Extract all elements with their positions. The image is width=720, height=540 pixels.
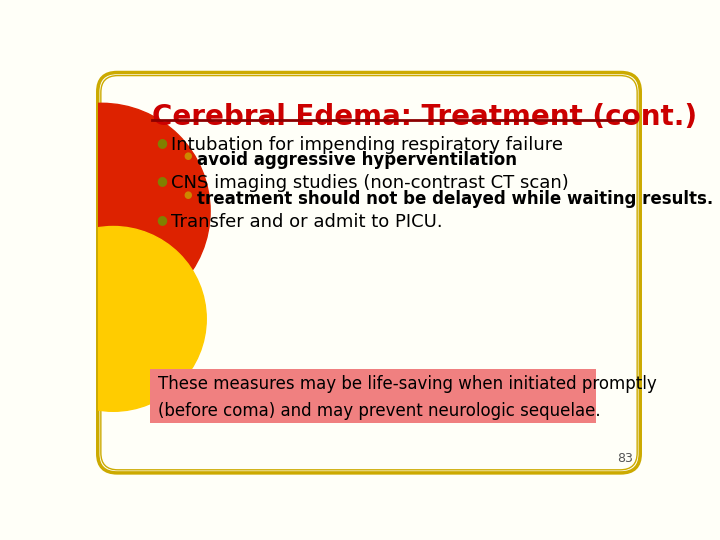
Text: Intubation for impending respiratory failure: Intubation for impending respiratory fai… bbox=[171, 136, 563, 154]
Text: Cerebral Edema: Treatment (cont.): Cerebral Edema: Treatment (cont.) bbox=[152, 103, 697, 131]
FancyBboxPatch shape bbox=[98, 72, 640, 473]
Text: ●: ● bbox=[156, 136, 167, 148]
Text: These measures may be life-saving when initiated promptly
(before coma) and may : These measures may be life-saving when i… bbox=[158, 375, 657, 420]
Circle shape bbox=[0, 103, 210, 319]
Text: treatment should not be delayed while waiting results.: treatment should not be delayed while wa… bbox=[197, 190, 714, 207]
Text: 83: 83 bbox=[616, 452, 632, 465]
Text: ●: ● bbox=[183, 190, 192, 200]
Text: CNS imaging studies (non-contrast CT scan): CNS imaging studies (non-contrast CT sca… bbox=[171, 174, 569, 192]
Circle shape bbox=[20, 226, 206, 411]
Text: Transfer and or admit to PICU.: Transfer and or admit to PICU. bbox=[171, 213, 443, 231]
Text: ●: ● bbox=[156, 213, 167, 226]
Text: ●: ● bbox=[156, 174, 167, 187]
Text: avoid aggressive hyperventilation: avoid aggressive hyperventilation bbox=[197, 151, 517, 169]
Text: ●: ● bbox=[183, 151, 192, 161]
FancyBboxPatch shape bbox=[150, 369, 596, 423]
